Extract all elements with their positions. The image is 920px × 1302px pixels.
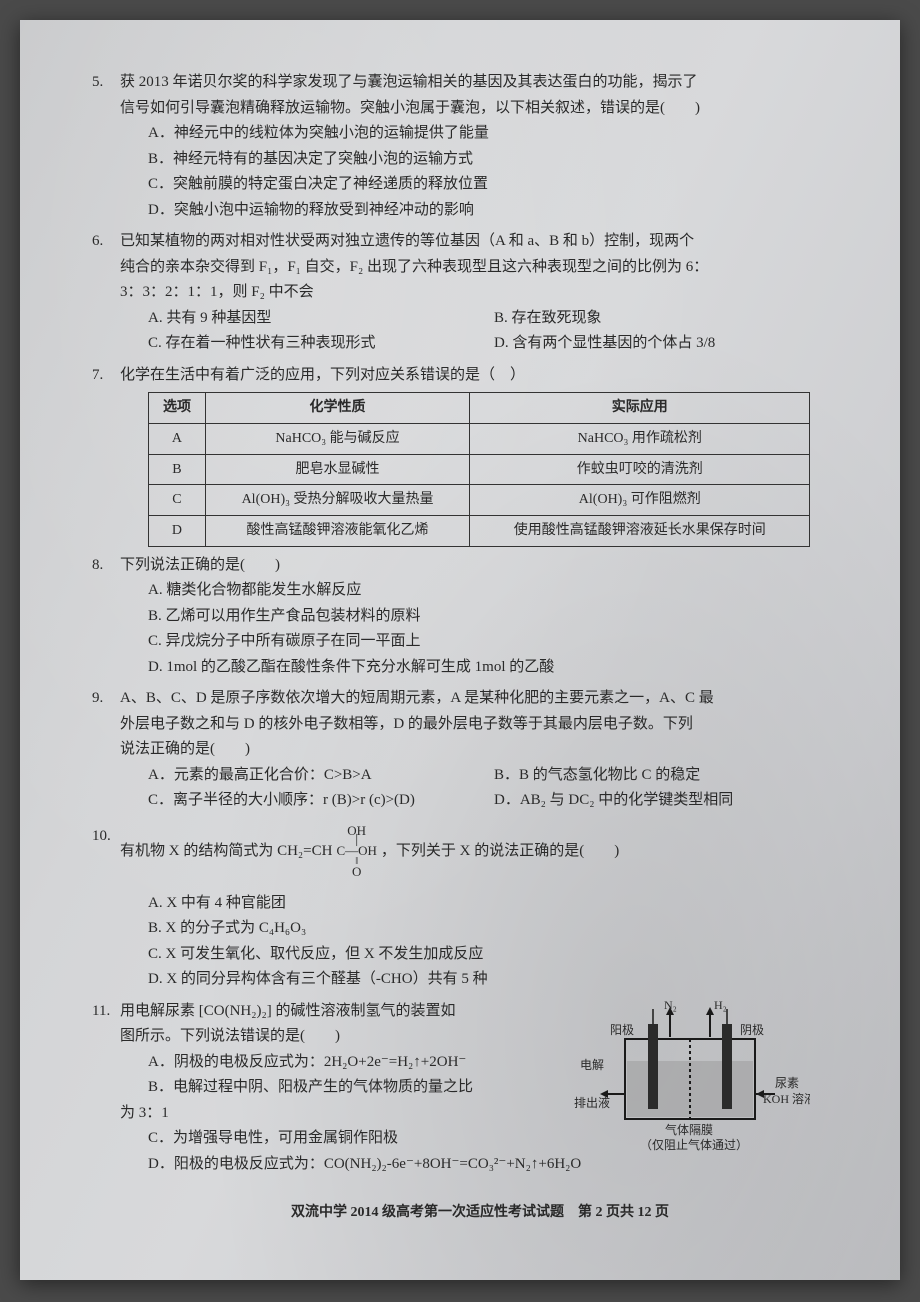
table-row: D 酸性高锰酸钾溶液能氧化乙烯 使用酸性高锰酸钾溶液延长水果保存时间 xyxy=(149,516,810,547)
q5-option-d: D．突触小泡中运输物的释放受到神经冲动的影响 xyxy=(148,198,840,224)
table-row: C Al(OH)₃ 受热分解吸收大量热量 Al(OH)₃ 可作阻燃剂 xyxy=(149,485,810,516)
q9-stem-line2: 外层电子数之和与 D 的核外电子数相等，D 的最外层电子数等于其最内层电子数。下… xyxy=(120,712,840,738)
question-5: 5. 获 2013 年诺贝尔奖的科学家发现了与囊泡运输相关的基因及其表达蛋白的功… xyxy=(120,70,840,223)
question-11: 11. 用电解尿素 [CO(NH₂)₂] 的碱性溶液制氢气的装置如 图所示。下列… xyxy=(120,999,840,1178)
q11-option-a: A．阴极的电极反应式为：2H₂O+2e⁻=H₂↑+2OH⁻ xyxy=(148,1050,608,1076)
question-10: 10. 有机物 X 的结构简式为 CH₂=CH OH │ C—OH ‖ O ，下… xyxy=(120,824,840,993)
cell: Al(OH)₃ 受热分解吸收大量热量 xyxy=(205,485,469,516)
cell: A xyxy=(149,423,206,454)
q6-number: 6. xyxy=(92,229,103,255)
exam-page: 5. 获 2013 年诺贝尔奖的科学家发现了与囊泡运输相关的基因及其表达蛋白的功… xyxy=(20,20,900,1280)
q11-option-b-line1: B．电解过程中阴、阳极产生的气体物质的量之比 xyxy=(148,1075,608,1101)
q6-stem-line3: 3：3：2：1：1，则 F₂ 中不会 xyxy=(120,280,840,306)
question-9: 9. A、B、C、D 是原子序数依次增大的短周期元素，A 是某种化肥的主要元素之… xyxy=(120,686,840,814)
q9-option-a: A．元素的最高正化合价：C>B>A xyxy=(148,763,494,789)
q6-option-d: D. 含有两个显性基因的个体占 3/8 xyxy=(494,331,840,357)
th-application: 实际应用 xyxy=(470,393,810,424)
q9-option-c: C．离子半径的大小顺序：r (B)>r (c)>(D) xyxy=(148,788,494,814)
q9-stem-line3: 说法正确的是( ) xyxy=(120,737,840,763)
q6-option-b: B. 存在致死现象 xyxy=(494,306,840,332)
q10-structural-formula: OH │ C—OH ‖ O xyxy=(336,824,376,879)
q8-option-b: B. 乙烯可以用作生产食品包装材料的原料 xyxy=(148,604,840,630)
q7-number: 7. xyxy=(92,363,103,389)
question-6: 6. 已知某植物的两对相对性状受两对独立遗传的等位基因（A 和 a、B 和 b）… xyxy=(120,229,840,357)
q10-option-c: C. X 可发生氧化、取代反应，但 X 不发生加成反应 xyxy=(148,942,840,968)
th-property: 化学性质 xyxy=(205,393,469,424)
table-header-row: 选项 化学性质 实际应用 xyxy=(149,393,810,424)
q6-option-c: C. 存在着一种性状有三种表现形式 xyxy=(148,331,494,357)
cell: 酸性高锰酸钾溶液能氧化乙烯 xyxy=(205,516,469,547)
q5-stem-line1: 获 2013 年诺贝尔奖的科学家发现了与囊泡运输相关的基因及其表达蛋白的功能，揭… xyxy=(120,70,840,96)
label-cathode: 阴极 xyxy=(740,1023,764,1037)
q9-stem-line1: A、B、C、D 是原子序数依次增大的短周期元素，A 是某种化肥的主要元素之一，A… xyxy=(120,686,840,712)
q10-stem: 有机物 X 的结构简式为 CH₂=CH OH │ C—OH ‖ O ，下列关于 … xyxy=(120,824,840,879)
q5-option-a: A．神经元中的线粒体为突触小泡的运输提供了能量 xyxy=(148,121,840,147)
q7-table: 选项 化学性质 实际应用 A NaHCO₃ 能与碱反应 NaHCO₃ 用作疏松剂… xyxy=(148,392,810,547)
q8-option-c: C. 异戊烷分子中所有碳原子在同一平面上 xyxy=(148,629,840,655)
label-outlet: 排出液 xyxy=(574,1095,610,1110)
q8-stem: 下列说法正确的是( ) xyxy=(120,553,840,579)
label-koh: KOH 溶液 xyxy=(763,1091,810,1106)
cell: C xyxy=(149,485,206,516)
cell: 肥皂水显碱性 xyxy=(205,454,469,485)
page-footer: 双流中学 2014 级高考第一次适应性考试试题 第 2 页共 12 页 xyxy=(120,1201,840,1225)
label-h2: H₂ xyxy=(714,999,727,1012)
q9-option-b: B．B 的气态氢化物比 C 的稳定 xyxy=(494,763,840,789)
th-option: 选项 xyxy=(149,393,206,424)
q10-number: 10. xyxy=(92,824,111,850)
q9-number: 9. xyxy=(92,686,103,712)
q5-option-b: B．神经元特有的基因决定了突触小泡的运输方式 xyxy=(148,147,840,173)
q5-option-c: C．突触前膜的特定蛋白决定了神经递质的释放位置 xyxy=(148,172,840,198)
q8-option-d: D. 1mol 的乙酸乙酯在酸性条件下充分水解可生成 1mol 的乙酸 xyxy=(148,655,840,681)
cell: NaHCO₃ 用作疏松剂 xyxy=(470,423,810,454)
q8-option-a: A. 糖类化合物都能发生水解反应 xyxy=(148,578,840,604)
label-membrane: 气体隔膜 xyxy=(665,1122,713,1137)
formula-o-bottom: O xyxy=(336,865,376,879)
q6-option-a: A. 共有 9 种基因型 xyxy=(148,306,494,332)
question-8: 8. 下列说法正确的是( ) A. 糖类化合物都能发生水解反应 B. 乙烯可以用… xyxy=(120,553,840,681)
q11-number: 11. xyxy=(92,999,110,1025)
cell: 使用酸性高锰酸钾溶液延长水果保存时间 xyxy=(470,516,810,547)
label-n2: N₂ xyxy=(664,999,677,1012)
cell: B xyxy=(149,454,206,485)
label-urea: 尿素 xyxy=(775,1076,799,1090)
label-membrane2: （仅阻止气体通过） xyxy=(640,1137,748,1152)
q6-stem-line1: 已知某植物的两对相对性状受两对独立遗传的等位基因（A 和 a、B 和 b）控制，… xyxy=(120,229,840,255)
label-power: 电解 xyxy=(580,1058,604,1072)
q10-stem-pre: 有机物 X 的结构简式为 CH₂=CH xyxy=(120,839,332,865)
q9-option-d: D．AB₂ 与 DC₂ 中的化学键类型相同 xyxy=(494,788,840,814)
q10-option-d: D. X 的同分异构体含有三个醛基（-CHO）共有 5 种 xyxy=(148,967,840,993)
q5-stem-line2: 信号如何引导囊泡精确释放运输物。突触小泡属于囊泡，以下相关叙述，错误的是( ) xyxy=(120,96,840,122)
q6-stem-line2: 纯合的亲本杂交得到 F₁，F₁ 自交，F₂ 出现了六种表现型且这六种表现型之间的… xyxy=(120,255,840,281)
q8-number: 8. xyxy=(92,553,103,579)
electrolysis-diagram: 阳极 阴极 N₂ H₂ 电解 排出液 尿素 KOH 溶液 气体隔膜 （仅阻止气体… xyxy=(570,999,810,1179)
q5-number: 5. xyxy=(92,70,103,96)
table-row: A NaHCO₃ 能与碱反应 NaHCO₃ 用作疏松剂 xyxy=(149,423,810,454)
question-7: 7. 化学在生活中有着广泛的应用，下列对应关系错误的是（ ） 选项 化学性质 实… xyxy=(120,363,840,547)
cell: 作蚊虫叮咬的清洗剂 xyxy=(470,454,810,485)
cell: NaHCO₃ 能与碱反应 xyxy=(205,423,469,454)
cell: D xyxy=(149,516,206,547)
label-anode: 阳极 xyxy=(610,1023,634,1037)
cell: Al(OH)₃ 可作阻燃剂 xyxy=(470,485,810,516)
q10-option-b: B. X 的分子式为 C₄H₆O₃ xyxy=(148,916,840,942)
q7-stem: 化学在生活中有着广泛的应用，下列对应关系错误的是（ ） xyxy=(120,363,840,389)
q10-option-a: A. X 中有 4 种官能团 xyxy=(148,891,840,917)
table-row: B 肥皂水显碱性 作蚊虫叮咬的清洗剂 xyxy=(149,454,810,485)
electrolysis-svg: 阳极 阴极 N₂ H₂ 电解 排出液 尿素 KOH 溶液 气体隔膜 （仅阻止气体… xyxy=(570,999,810,1169)
q10-stem-post: ，下列关于 X 的说法正确的是( ) xyxy=(381,839,619,865)
